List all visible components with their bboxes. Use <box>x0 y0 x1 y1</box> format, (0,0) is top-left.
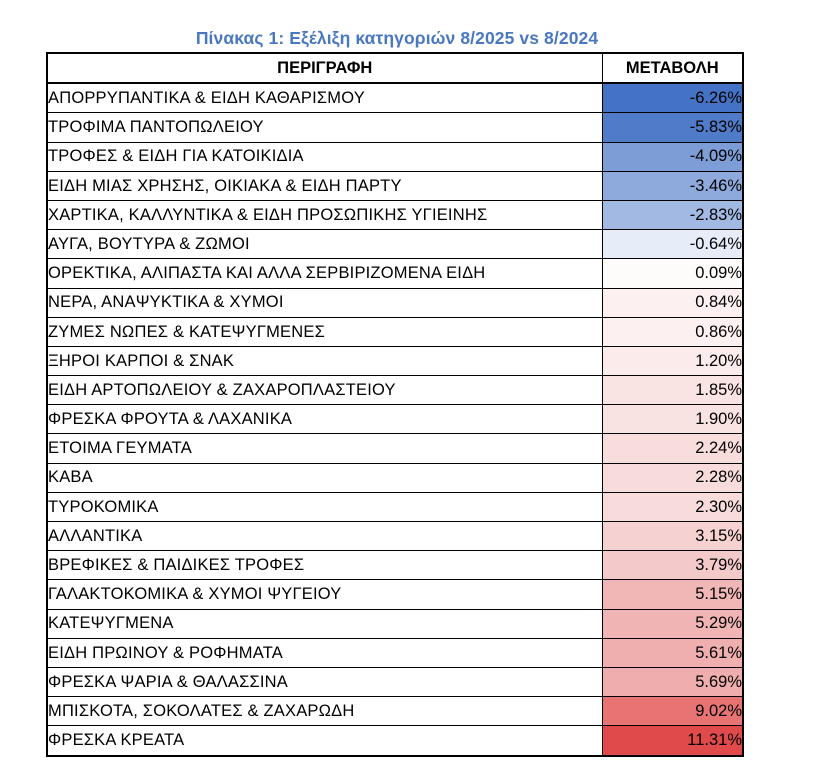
category-description: ΖΥΜΕΣ ΝΩΠΕΣ & ΚΑΤΕΨΥΓΜΕΝΕΣ <box>46 316 603 347</box>
table-row: ΕΙΔΗ ΠΡΩΙΝΟΥ & ΡΟΦΗΜΑΤΑ 5.61% <box>46 637 744 668</box>
category-description: ΑΥΓΑ, ΒΟΥΤΥΡΑ & ΖΩΜΟΙ <box>46 229 603 260</box>
category-description: ΜΠΙΣΚΟΤΑ, ΣΟΚΟΛΑΤΕΣ & ΖΑΧΑΡΩΔΗ <box>46 696 603 727</box>
category-description: ΧΑΡΤΙΚΑ, ΚΑΛΛΥΝΤΙΚΑ & ΕΙΔΗ ΠΡΟΣΩΠΙΚΗΣ ΥΓ… <box>46 199 603 231</box>
category-description: ΑΛΛΑΝΤΙΚΑ <box>46 520 603 552</box>
category-change-value: 0.84% <box>601 287 744 318</box>
header-row: ΠΕΡΙΓΡΑΦΗ ΜΕΤΑΒΟΛΗ <box>46 52 744 85</box>
category-change-value: 5.61% <box>601 637 744 668</box>
category-change-value: 1.20% <box>601 345 744 377</box>
category-change-value: 2.30% <box>601 491 744 523</box>
table-row: ΦΡΕΣΚΑ ΚΡΕΑΤΑ 11.31% <box>46 725 744 756</box>
category-change-value: -3.46% <box>601 170 744 201</box>
category-change-value: 1.90% <box>601 404 744 435</box>
category-change-value: 3.15% <box>601 520 744 552</box>
category-change-value: 2.24% <box>601 433 744 464</box>
category-change-value: -4.09% <box>601 141 744 172</box>
category-description: ΤΡΟΦΙΜΑ ΠΑΝΤΟΠΩΛΕΙΟΥ <box>46 112 603 143</box>
category-description: ΕΙΔΗ ΑΡΤΟΠΩΛΕΙΟΥ & ΖΑΧΑΡΟΠΛΑΣΤΕΙΟΥ <box>46 375 603 406</box>
table-row: ΕΙΔΗ ΜΙΑΣ ΧΡΗΣΗΣ, ΟΙΚΙΑΚΑ & ΕΙΔΗ ΠΑΡΤΥ -3… <box>46 170 744 201</box>
category-change-table: ΠΕΡΙΓΡΑΦΗ ΜΕΤΑΒΟΛΗ ΑΠΟΡΡΥΠΑΝΤΙΚΑ & ΕΙΔΗ … <box>46 52 744 757</box>
category-description: ΒΡΕΦΙΚΕΣ & ΠΑΙΔΙΚΕΣ ΤΡΟΦΕΣ <box>46 550 603 581</box>
category-description: ΤΡΟΦΕΣ & ΕΙΔΗ ΓΙΑ ΚΑΤΟΙΚΙΔΙΑ <box>46 141 603 172</box>
category-description: ΦΡΕΣΚΑ ΦΡΟΥΤΑ & ΛΑΧΑΝΙΚΑ <box>46 404 603 435</box>
table-row: ΦΡΕΣΚΑ ΨΑΡΙΑ & ΘΑΛΑΣΣΙΝΑ 5.69% <box>46 666 744 698</box>
category-description: ΕΙΔΗ ΠΡΩΙΝΟΥ & ΡΟΦΗΜΑΤΑ <box>46 637 603 668</box>
table-row: ΕΤΟΙΜΑ ΓΕΥΜΑΤΑ 2.24% <box>46 433 744 464</box>
category-description: ΦΡΕΣΚΑ ΨΑΡΙΑ & ΘΑΛΑΣΣΙΝΑ <box>46 666 603 698</box>
category-change-value: -0.64% <box>601 229 744 260</box>
category-change-value: 2.28% <box>601 462 744 493</box>
category-change-value: 5.29% <box>601 608 744 639</box>
table-row: ΒΡΕΦΙΚΕΣ & ΠΑΙΔΙΚΕΣ ΤΡΟΦΕΣ 3.79% <box>46 550 744 581</box>
table-row: ΤΡΟΦΙΜΑ ΠΑΝΤΟΠΩΛΕΙΟΥ -5.83% <box>46 112 744 143</box>
table-row: ΑΠΟΡΡΥΠΑΝΤΙΚΑ & ΕΙΔΗ ΚΑΘΑΡΙΣΜΟΥ -6.26% <box>46 82 744 114</box>
category-change-value: 0.86% <box>601 316 744 347</box>
category-change-value: 5.69% <box>601 666 744 698</box>
category-description: ΕΤΟΙΜΑ ΓΕΥΜΑΤΑ <box>46 433 603 464</box>
table-row: ΞΗΡΟΙ ΚΑΡΠΟΙ & ΣΝΑΚ 1.20% <box>46 345 744 377</box>
table-row: ΚΑΒΑ 2.28% <box>46 462 744 493</box>
table-row: ΕΙΔΗ ΑΡΤΟΠΩΛΕΙΟΥ & ΖΑΧΑΡΟΠΛΑΣΤΕΙΟΥ 1.85% <box>46 375 744 406</box>
table-row: ΧΑΡΤΙΚΑ, ΚΑΛΛΥΝΤΙΚΑ & ΕΙΔΗ ΠΡΟΣΩΠΙΚΗΣ ΥΓ… <box>46 199 744 231</box>
category-description: ΚΑΤΕΨΥΓΜΕΝΑ <box>46 608 603 639</box>
category-change-value: 11.31% <box>601 725 744 756</box>
header-change: ΜΕΤΑΒΟΛΗ <box>601 52 744 85</box>
table-row: ΖΥΜΕΣ ΝΩΠΕΣ & ΚΑΤΕΨΥΓΜΕΝΕΣ 0.86% <box>46 316 744 347</box>
category-change-value: 0.09% <box>601 258 744 289</box>
category-description: ΓΑΛΑΚΤΟΚΟΜΙΚΑ & ΧΥΜΟΙ ΨΥΓΕΙΟΥ <box>46 579 603 610</box>
category-change-value: 1.85% <box>601 375 744 406</box>
category-description: ΕΙΔΗ ΜΙΑΣ ΧΡΗΣΗΣ, ΟΙΚΙΑΚΑ & ΕΙΔΗ ΠΑΡΤΥ <box>46 170 603 201</box>
table-row: ΑΛΛΑΝΤΙΚΑ 3.15% <box>46 520 744 552</box>
table-title: Πίνακας 1: Εξέλιξη κατηγοριών 8/2025 vs … <box>195 28 599 48</box>
category-change-value: 3.79% <box>601 550 744 581</box>
table-row: ΟΡΕΚΤΙΚΑ, ΑΛΙΠΑΣΤΑ ΚΑΙ ΑΛΛΑ ΣΕΡΒΙΡΙΖΟΜΕΝ… <box>46 258 744 289</box>
table-row: ΓΑΛΑΚΤΟΚΟΜΙΚΑ & ΧΥΜΟΙ ΨΥΓΕΙΟΥ 5.15% <box>46 579 744 610</box>
table-body: ΑΠΟΡΡΥΠΑΝΤΙΚΑ & ΕΙΔΗ ΚΑΘΑΡΙΣΜΟΥ -6.26% ΤΡΟ… <box>46 82 744 756</box>
category-change-value: 9.02% <box>601 696 744 727</box>
table-row: ΚΑΤΕΨΥΓΜΕΝΑ 5.29% <box>46 608 744 639</box>
category-change-value: -2.83% <box>601 199 744 231</box>
category-description: ΑΠΟΡΡΥΠΑΝΤΙΚΑ & ΕΙΔΗ ΚΑΘΑΡΙΣΜΟΥ <box>46 82 603 114</box>
category-change-value: -6.26% <box>601 82 744 114</box>
header-description: ΠΕΡΙΓΡΑΦΗ <box>46 52 603 85</box>
table-row: ΦΡΕΣΚΑ ΦΡΟΥΤΑ & ΛΑΧΑΝΙΚΑ 1.90% <box>46 404 744 435</box>
table-row: ΑΥΓΑ, ΒΟΥΤΥΡΑ & ΖΩΜΟΙ -0.64% <box>46 229 744 260</box>
category-description: ΤΥΡΟΚΟΜΙΚΑ <box>46 491 603 523</box>
category-change-value: 5.15% <box>601 579 744 610</box>
category-description: ΝΕΡΑ, ΑΝΑΨΥΚΤΙΚΑ & ΧΥΜΟΙ <box>46 287 603 318</box>
table-row: ΤΡΟΦΕΣ & ΕΙΔΗ ΓΙΑ ΚΑΤΟΙΚΙΔΙΑ -4.09% <box>46 141 744 172</box>
category-description: ΚΑΒΑ <box>46 462 603 493</box>
category-description: ΞΗΡΟΙ ΚΑΡΠΟΙ & ΣΝΑΚ <box>46 345 603 377</box>
table-row: ΜΠΙΣΚΟΤΑ, ΣΟΚΟΛΑΤΕΣ & ΖΑΧΑΡΩΔΗ 9.02% <box>46 696 744 727</box>
table-row: ΝΕΡΑ, ΑΝΑΨΥΚΤΙΚΑ & ΧΥΜΟΙ 0.84% <box>46 287 744 318</box>
category-description: ΦΡΕΣΚΑ ΚΡΕΑΤΑ <box>46 725 603 756</box>
category-change-value: -5.83% <box>601 112 744 143</box>
table-row: ΤΥΡΟΚΟΜΙΚΑ 2.30% <box>46 491 744 523</box>
category-description: ΟΡΕΚΤΙΚΑ, ΑΛΙΠΑΣΤΑ ΚΑΙ ΑΛΛΑ ΣΕΡΒΙΡΙΖΟΜΕΝ… <box>46 258 603 289</box>
